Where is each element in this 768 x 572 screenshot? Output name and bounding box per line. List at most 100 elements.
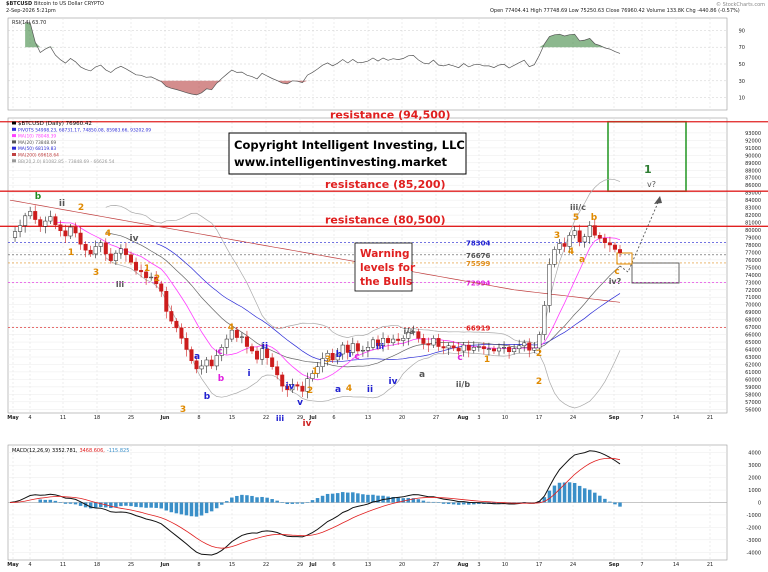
macd-hist-bar [134, 502, 138, 507]
candle [562, 243, 567, 247]
ma200-line [9, 199, 621, 303]
macd-hist-bar [376, 495, 380, 503]
candle [234, 329, 239, 338]
price-tick: 58000 [745, 392, 761, 398]
price-tick: 90000 [745, 153, 761, 159]
macd-hist-bar [371, 494, 375, 503]
candle [466, 344, 471, 351]
x-tick-bottom: 27 [433, 562, 439, 568]
wave-label: iii [276, 414, 284, 423]
price-tick: 76000 [745, 258, 761, 264]
macd-tick: 1000 [748, 488, 761, 494]
panel-frame [7, 17, 728, 111]
x-tick: 21 [707, 415, 713, 421]
candle [38, 219, 43, 227]
candle [48, 216, 53, 222]
legend-entry: MA(200) 69618.64 [18, 153, 59, 159]
macd-hist-bar [340, 492, 345, 503]
macd-hist-bar [48, 499, 53, 503]
candle [547, 264, 552, 306]
x-tick-bottom: Aug [457, 562, 468, 568]
header-date: 2-Sep-2026 5:21pm [6, 8, 56, 14]
candle [93, 246, 98, 255]
resistance-label: resistance (85,200) [325, 178, 446, 191]
macd-hist-bar [356, 493, 360, 503]
rsi-overbought-fill [25, 22, 621, 48]
wave-label: a [419, 370, 425, 380]
macd-signal-line [9, 457, 621, 549]
macd-hist-bar [386, 496, 390, 503]
price-tick: 70000 [745, 303, 761, 309]
macd-hist-bar [119, 502, 123, 507]
candle [88, 249, 93, 255]
level-label: 75599 [466, 260, 490, 268]
macd-hist-bar [164, 502, 169, 511]
macd-hist-bar [124, 502, 128, 506]
wave-label: a [335, 385, 341, 395]
candle [18, 225, 23, 232]
macd-hist-bar [305, 502, 310, 503]
candle [612, 244, 617, 250]
macd-hist-bar [441, 502, 446, 504]
macd-hist-bar [43, 499, 48, 503]
price-tick: 68000 [745, 318, 761, 324]
x-axis: May May 4 4 11 11 18 18 25 25 Jun Jun 8 8 15 15 22 22 29 29… [7, 415, 713, 568]
candle [340, 344, 345, 355]
macd-hist-bar [214, 502, 219, 509]
x-tick: 7 [640, 415, 643, 421]
wave-label: 4 [105, 229, 111, 239]
wave-label: 2 [78, 203, 84, 213]
target-label: 1 [644, 163, 652, 176]
wave-label: iii [116, 280, 124, 289]
rsi-tick: 50 [739, 62, 745, 68]
macd-hist-bar [159, 502, 163, 509]
wave-label: c [614, 267, 619, 277]
wave-label: v [297, 398, 303, 408]
resistance-label: resistance (80,500) [325, 213, 446, 226]
price-tick: 67000 [745, 325, 761, 331]
macd-hist-bar [562, 482, 567, 503]
candle [436, 338, 441, 347]
macd-hist-bar [199, 502, 204, 516]
macd-hist-bar [391, 497, 395, 503]
candle [290, 384, 295, 391]
candle [592, 225, 597, 236]
wave-label: 4 [228, 323, 234, 333]
x-tick-bottom: 8 [197, 562, 200, 568]
candle [330, 353, 335, 361]
candle [68, 226, 73, 237]
price-tick: 79000 [745, 235, 761, 241]
candle [557, 243, 562, 250]
macd-hist-bar [608, 501, 612, 503]
x-tick-bottom: 20 [399, 562, 405, 568]
x-tick-bottom: 7 [640, 562, 643, 568]
price-tick: 65000 [745, 340, 761, 346]
macd-panel: 4000 3000 2000 1000 0 -1000 -2000 -3000 -4000 MAC… [8, 448, 761, 556]
price-tick: 84000 [745, 198, 761, 204]
rsi-tick: 10 [739, 96, 745, 102]
candle [73, 226, 78, 234]
macd-label-part: MACD(12,26,9) [12, 448, 50, 454]
candle [426, 343, 431, 346]
candle [103, 242, 108, 255]
candle [295, 384, 300, 387]
resistance-label: resistance (94,500) [330, 109, 451, 122]
macd-hist-bar [290, 502, 295, 504]
x-tick-bottom: 21 [707, 562, 713, 568]
macd-hist-bar [572, 482, 577, 503]
wave-label: 5 [573, 213, 579, 223]
candle [451, 345, 456, 349]
x-tick-bottom: 14 [673, 562, 679, 568]
price-tick: 71000 [745, 295, 761, 301]
projection-box [631, 262, 680, 284]
candle [219, 347, 224, 356]
candle [441, 346, 446, 349]
candle [461, 344, 466, 352]
legend-swatch [12, 127, 16, 131]
header-symbol: $BTCUSD Bitcoin to US Dollar CRYPTO [6, 1, 104, 7]
candle [481, 346, 486, 350]
x-tick: 29 [297, 415, 303, 421]
